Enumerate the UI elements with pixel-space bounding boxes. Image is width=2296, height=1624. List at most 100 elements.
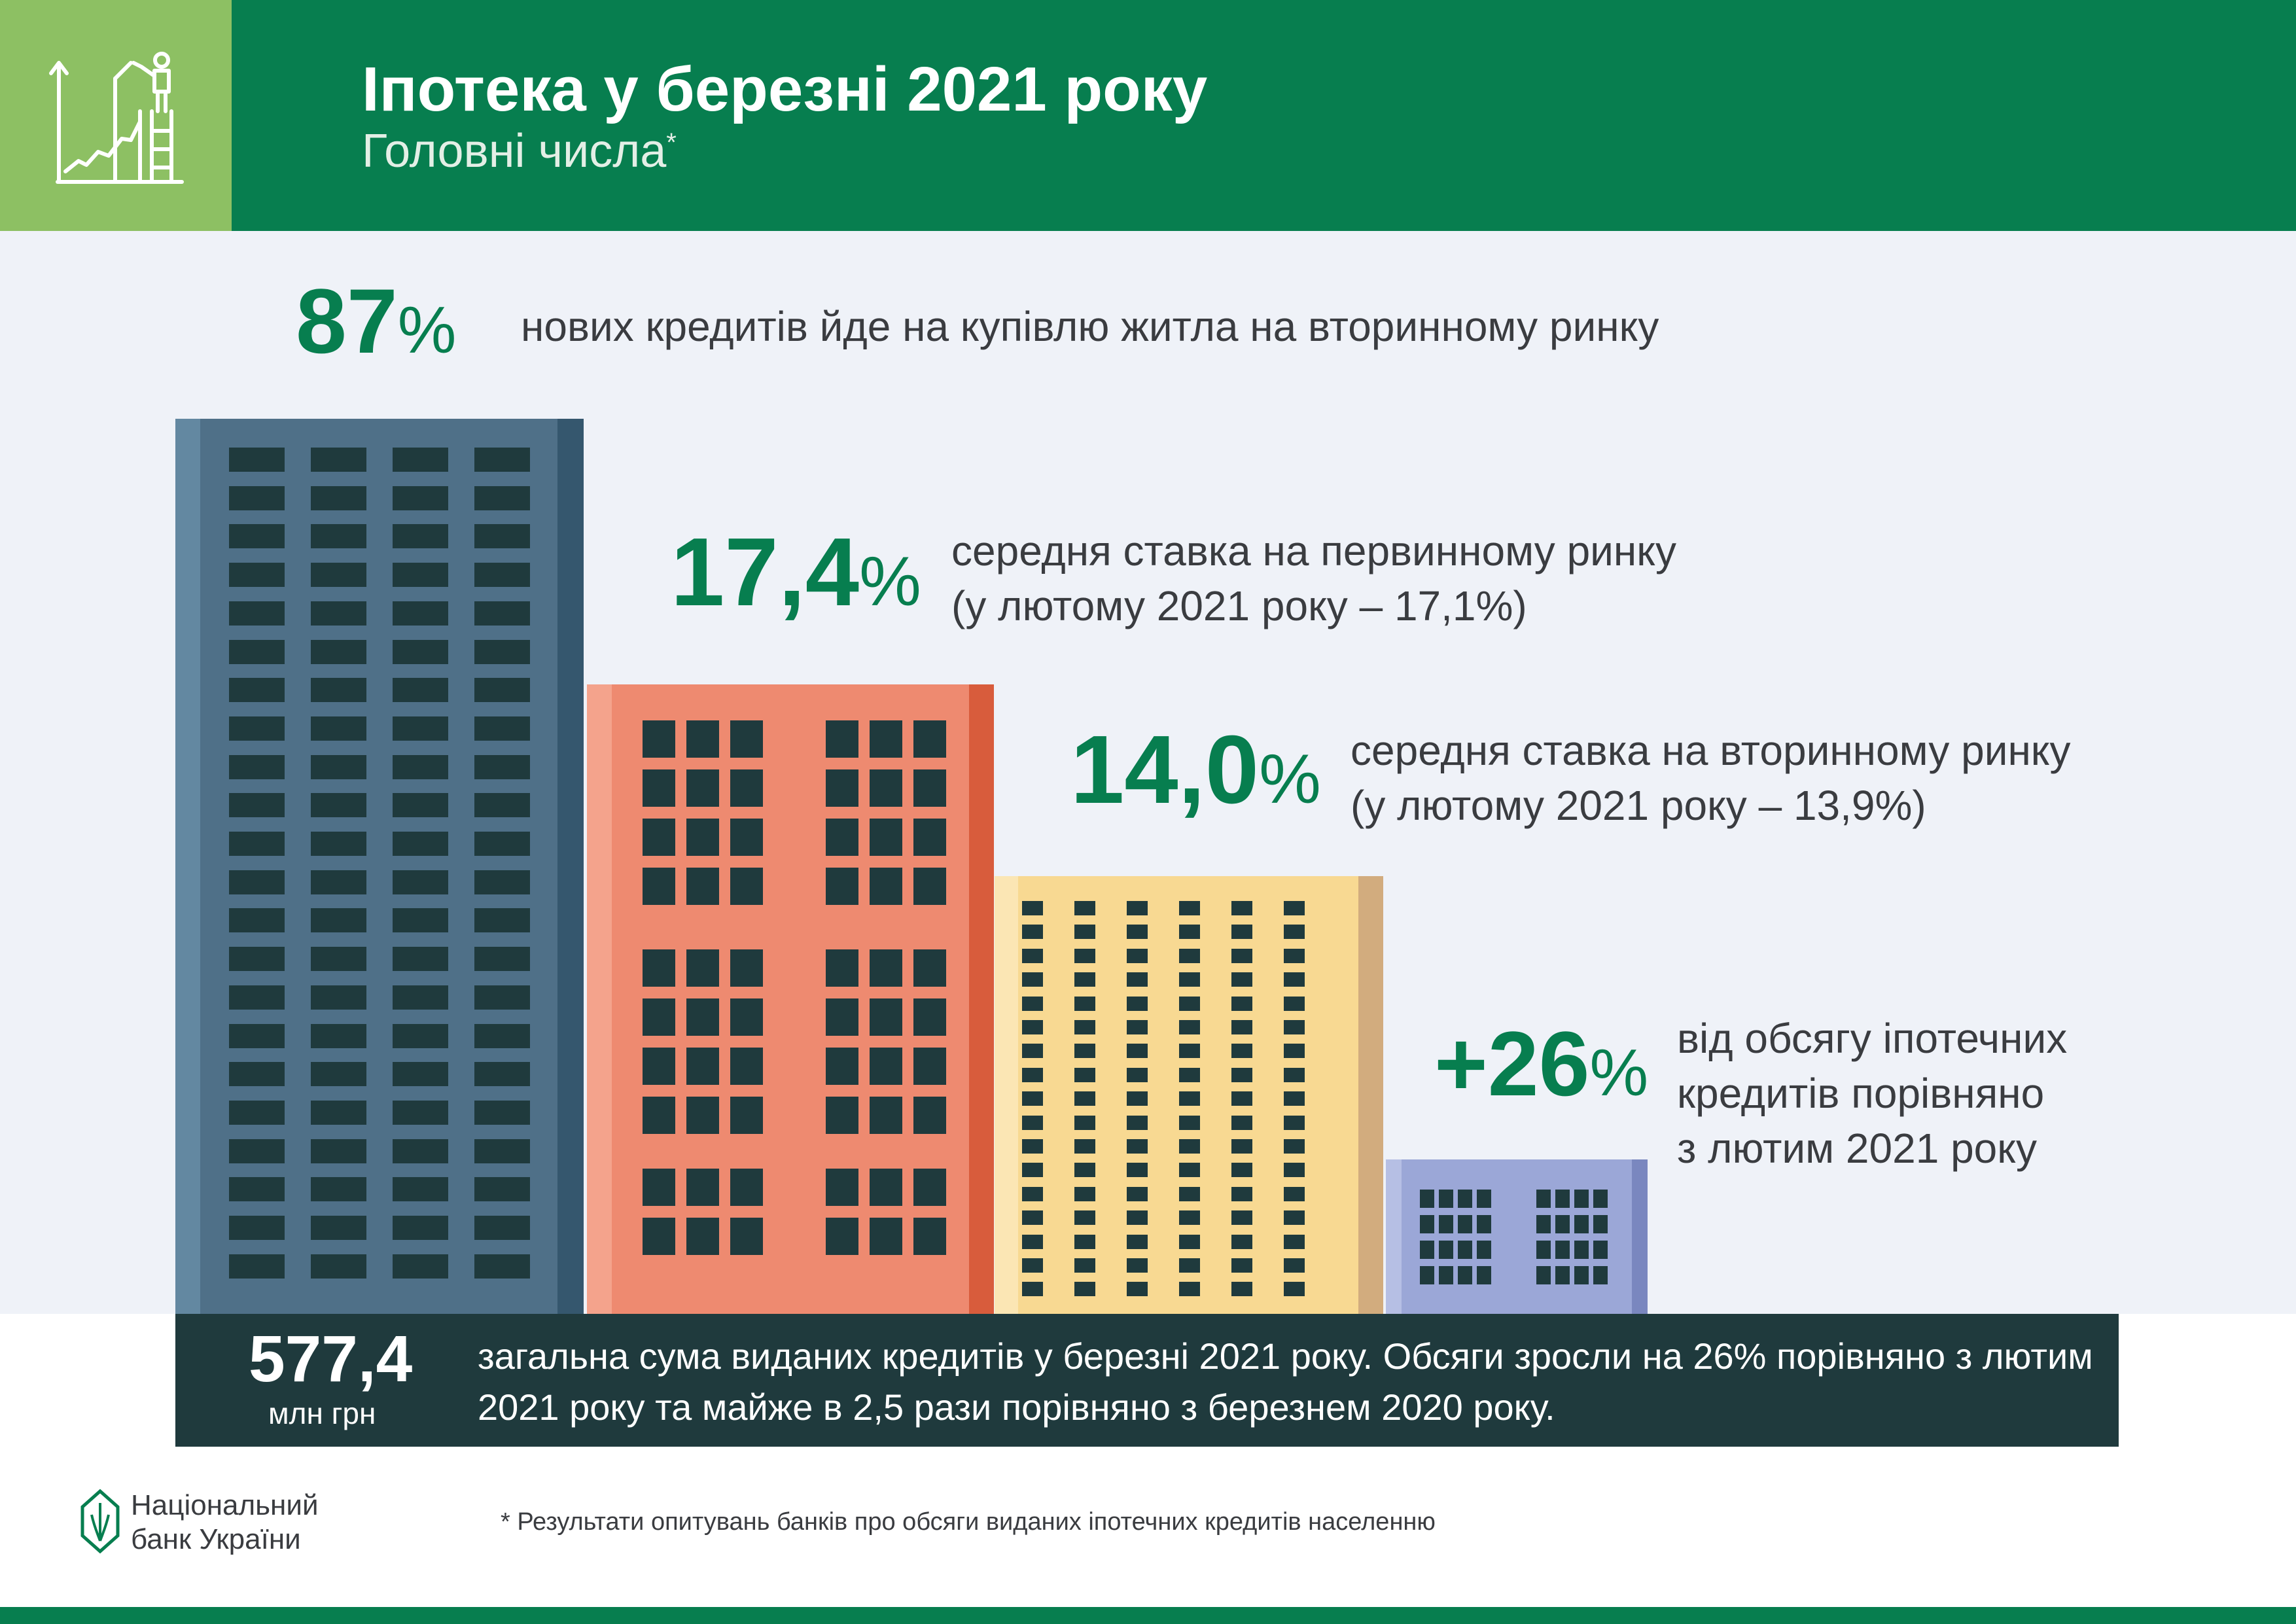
building-window: [474, 563, 530, 588]
building-windows: [175, 419, 584, 1314]
building-window: [1022, 1139, 1043, 1154]
building-window: [1022, 1234, 1043, 1249]
stat-description: від обсягу іпотечних кредитів порівняно з …: [1677, 1015, 2068, 1172]
building-window: [1179, 948, 1200, 963]
building-window: [1439, 1266, 1453, 1284]
building-window: [1179, 1186, 1200, 1201]
building-windows: [995, 876, 1383, 1314]
building-coral: [587, 684, 994, 1314]
building-window: [1231, 996, 1252, 1011]
building-window: [229, 1254, 285, 1279]
building-window: [311, 1216, 366, 1240]
building-window: [1231, 1020, 1252, 1034]
building-window: [1074, 996, 1095, 1011]
building-window: [913, 720, 946, 758]
building-window: [393, 947, 448, 972]
building-window: [1179, 1020, 1200, 1034]
building-window: [1127, 948, 1148, 963]
building-window: [1284, 972, 1305, 987]
building-window: [730, 769, 763, 807]
building-window: [1127, 1067, 1148, 1082]
building-window: [1074, 1091, 1095, 1106]
building-window: [1179, 1067, 1200, 1082]
building-window: [1231, 1067, 1252, 1082]
building-window: [1555, 1215, 1570, 1233]
building-window: [229, 601, 285, 626]
building-window: [393, 1100, 448, 1125]
building-window: [1284, 901, 1305, 915]
building-window: [1593, 1266, 1608, 1284]
building-window: [1179, 1258, 1200, 1273]
building-window: [229, 639, 285, 664]
building-window: [1022, 1163, 1043, 1178]
building-window: [1074, 1282, 1095, 1297]
building-window: [229, 678, 285, 703]
building-window: [311, 870, 366, 894]
building-window: [1022, 1020, 1043, 1034]
nbu-logo: [77, 1489, 123, 1554]
building-window: [1074, 1234, 1095, 1249]
building-window: [1127, 1163, 1148, 1178]
building-window: [826, 819, 858, 856]
building-window: [1420, 1190, 1434, 1208]
building-window: [730, 1169, 763, 1206]
building-window: [393, 908, 448, 933]
building-window: [913, 1048, 946, 1085]
building-window: [393, 485, 448, 510]
building-window: [229, 947, 285, 972]
building-window: [474, 678, 530, 703]
building-window: [311, 485, 366, 510]
building-window: [1022, 901, 1043, 915]
building-window: [393, 524, 448, 549]
building-window: [1536, 1266, 1551, 1284]
building-window: [229, 908, 285, 933]
summary-text: загальна сума виданих кредитів у березні…: [478, 1335, 2093, 1428]
building-window: [1127, 1091, 1148, 1106]
building-window: [826, 1097, 858, 1134]
building-window: [1574, 1241, 1589, 1259]
building-window: [311, 832, 366, 856]
building-window: [1022, 1282, 1043, 1297]
building-window: [229, 832, 285, 856]
building-window: [1074, 948, 1095, 963]
building-window: [730, 1097, 763, 1134]
building-window: [1022, 996, 1043, 1011]
stat-value: 14,0%: [1070, 716, 1321, 824]
building-window: [826, 1218, 858, 1255]
building-window: [1555, 1190, 1570, 1208]
building-window: [393, 1254, 448, 1279]
building-window: [393, 1177, 448, 1202]
building-window: [1458, 1215, 1472, 1233]
building-window: [1127, 1115, 1148, 1130]
building-window: [1284, 1234, 1305, 1249]
building-window: [393, 870, 448, 894]
building-window: [686, 1097, 719, 1134]
summary-bar: [175, 1314, 2119, 1447]
building-window: [1477, 1215, 1491, 1233]
building-window: [393, 754, 448, 779]
building-window: [393, 563, 448, 588]
footnote-mark: *: [666, 128, 677, 157]
building-window: [870, 1097, 902, 1134]
building-window: [870, 720, 902, 758]
building-window: [1022, 1258, 1043, 1273]
building-window: [1022, 1067, 1043, 1082]
building-window: [686, 949, 719, 987]
building-window: [913, 998, 946, 1036]
building-window: [1231, 1186, 1252, 1201]
building-window: [1555, 1266, 1570, 1284]
building-window: [1179, 972, 1200, 987]
building-blue: [175, 419, 584, 1314]
building-window: [1022, 972, 1043, 987]
building-window: [229, 448, 285, 472]
building-window: [1074, 1210, 1095, 1226]
building-window: [1179, 1234, 1200, 1249]
building-window: [913, 949, 946, 987]
building-window: [1231, 1258, 1252, 1273]
building-window: [1127, 972, 1148, 987]
building-window: [643, 1169, 675, 1206]
building-window: [1127, 1186, 1148, 1201]
building-sand: [995, 876, 1383, 1314]
building-window: [1536, 1215, 1551, 1233]
building-window: [1179, 1163, 1200, 1178]
